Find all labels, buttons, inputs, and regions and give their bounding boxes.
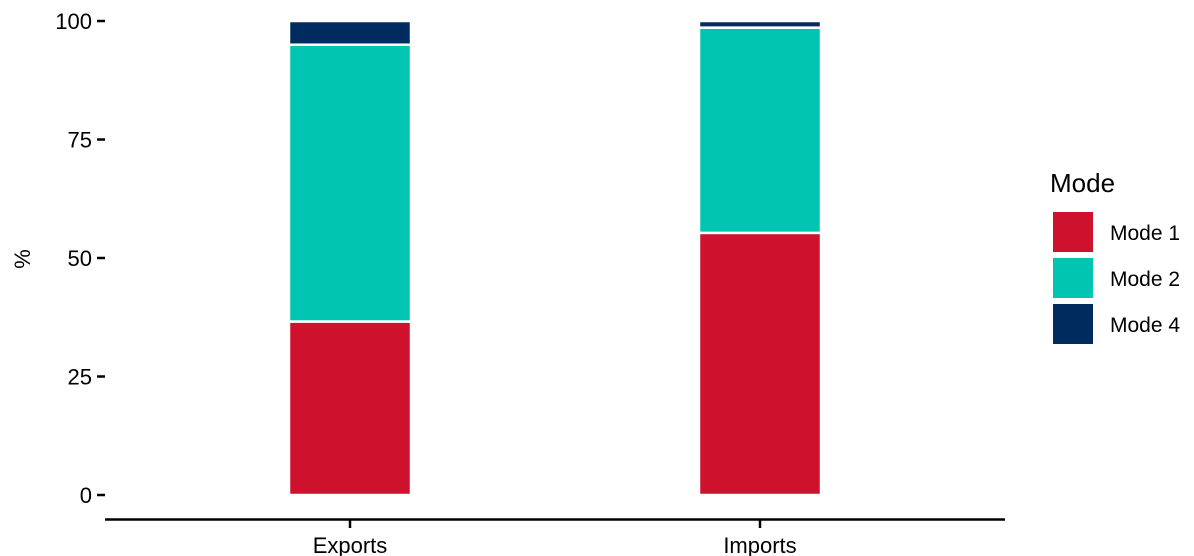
legend-label: Mode 4 — [1110, 314, 1180, 337]
y-tick-label: 75 — [68, 128, 92, 153]
legend-swatch — [1053, 258, 1093, 298]
legend-swatch — [1053, 304, 1093, 344]
legend: Mode Mode 1 Mode 2 Mode 4 — [1050, 168, 1180, 344]
bar-segment-exports-mode-1 — [287, 320, 413, 497]
bar-segment-exports-mode-2 — [287, 43, 413, 323]
y-tick-label: 0 — [80, 483, 92, 508]
bar-segment-imports-mode-4 — [697, 19, 823, 29]
bar-segment-imports-mode-2 — [697, 26, 823, 235]
y-tick-label: 100 — [55, 9, 92, 34]
y-axis: 0 25 50 75 100 — [55, 9, 105, 508]
bars — [287, 19, 823, 497]
legend-title: Mode — [1050, 168, 1115, 198]
legend-label: Mode 1 — [1110, 222, 1180, 245]
y-tick-label: 50 — [68, 246, 92, 271]
bar-segment-exports-mode-4 — [287, 19, 413, 46]
legend-label: Mode 2 — [1110, 268, 1180, 291]
bar-segment-imports-mode-1 — [697, 231, 823, 497]
x-axis: Exports Imports — [105, 518, 1005, 556]
y-tick-label: 25 — [68, 365, 92, 390]
y-axis-title: % — [10, 249, 35, 269]
x-tick-label: Exports — [313, 533, 388, 556]
legend-swatch — [1053, 212, 1093, 252]
x-tick-label: Imports — [723, 533, 796, 556]
